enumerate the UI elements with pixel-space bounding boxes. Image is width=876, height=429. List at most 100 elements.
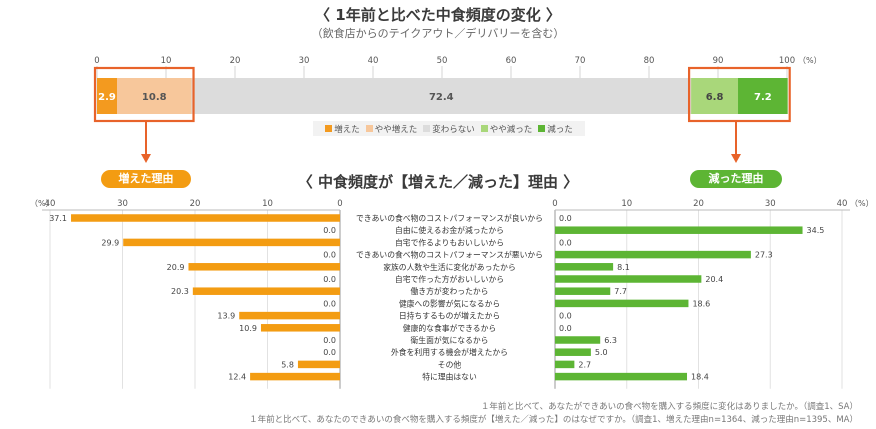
legend-item: やや増えた <box>365 123 418 135</box>
stacked-bar-segment <box>117 78 192 114</box>
increased-value-label: 20.3 <box>171 287 189 296</box>
footnote-2: １年前と比べて、あなたのできあいの食べ物を購入する頻度が【増えた／減った】のはな… <box>249 415 858 425</box>
x-tick-label: 20 <box>230 56 241 66</box>
stacked-bar-segment <box>191 78 692 114</box>
increased-bar <box>297 360 340 369</box>
stacked-bar-segment <box>738 78 788 114</box>
increased-bar <box>239 311 340 320</box>
left-tick-label: 40 <box>45 199 56 209</box>
right-unit-label: （%） <box>850 199 874 208</box>
footnotes: １年前と比べて、あなたができあいの食べ物を購入する頻度に変化はありましたか。（調… <box>249 401 858 427</box>
increased-value-label: 13.9 <box>217 312 235 321</box>
category-label: できあいの食べ物のコストパフォーマンスが悪いから <box>356 250 543 260</box>
decreased-value-label: 6.3 <box>604 336 617 345</box>
legend-swatch <box>423 125 431 132</box>
decreased-bar <box>555 287 611 295</box>
decreased-reason-pill: 減った理由 <box>690 170 782 188</box>
left-tick-label: 20 <box>190 199 201 209</box>
increased-bar <box>188 263 340 271</box>
increased-value-label: 5.8 <box>281 360 294 369</box>
legend-label: やや減った <box>489 124 533 135</box>
decreased-value-label: 27.3 <box>755 251 773 260</box>
increased-bar <box>260 324 340 332</box>
legend-label: 変わらない <box>432 124 475 135</box>
increased-value-label: 10.9 <box>239 324 257 333</box>
stacked-bar-segment <box>97 78 118 114</box>
category-label: 外食を利用する機会が増えたから <box>391 347 508 357</box>
right-tick-label: 0 <box>552 199 557 209</box>
category-label: その他 <box>438 359 462 369</box>
increase-highlight-box <box>93 66 195 123</box>
decreased-value-label: 0.0 <box>559 312 572 321</box>
legend-label: 減った <box>547 124 573 135</box>
decreased-bar <box>555 226 803 234</box>
decreased-bar <box>555 275 702 283</box>
decreased-value-label: 8.1 <box>617 263 630 272</box>
decreased-bar <box>555 336 601 344</box>
x-tick-label: 90 <box>713 56 724 66</box>
decreased-value-label: 0.0 <box>559 324 572 333</box>
legend-item: 減った <box>538 123 573 135</box>
footnote-1: １年前と比べて、あなたができあいの食べ物を購入する頻度に変化はありましたか。（調… <box>480 402 858 412</box>
right-tick-label: 20 <box>693 199 704 209</box>
segment-value-label: 10.8 <box>142 92 167 103</box>
category-label: 日持ちするものが増えたから <box>399 311 500 321</box>
decreased-value-label: 5.0 <box>595 348 608 357</box>
increased-value-label: 20.9 <box>167 263 185 272</box>
increased-value-label: 12.4 <box>228 373 246 382</box>
increased-bar <box>250 372 340 381</box>
increased-value-label: 0.0 <box>323 299 336 308</box>
x-tick-label: 80 <box>644 56 655 66</box>
increased-value-label: 0.0 <box>323 275 336 284</box>
decreased-value-label: 20.4 <box>705 275 723 284</box>
category-label: 衛生面が気になるから <box>411 335 489 345</box>
decreased-value-label: 18.4 <box>691 373 709 382</box>
x-tick-label: 40 <box>368 56 379 66</box>
category-label: できあいの食べ物のコストパフォーマンスが良いから <box>356 213 543 223</box>
legend-swatch <box>538 125 546 132</box>
segment-value-label: 2.9 <box>98 92 116 103</box>
stacked-bar-segment <box>691 78 739 114</box>
increased-value-label: 0.0 <box>323 348 336 357</box>
increased-bar <box>192 287 340 295</box>
segment-value-label: 72.4 <box>429 92 454 103</box>
x-tick-label: 100 <box>779 56 795 66</box>
legend-item: 変わらない <box>423 123 475 135</box>
decrease-highlight-box <box>687 66 791 123</box>
category-label: 特に理由はない <box>422 372 477 382</box>
decreased-bar <box>555 299 689 308</box>
x-tick-label: 10 <box>161 56 172 66</box>
right-tick-label: 40 <box>837 199 848 209</box>
category-label: 働き方が変わったから <box>411 286 489 296</box>
increased-bar <box>123 238 340 247</box>
left-tick-label: 10 <box>262 199 273 209</box>
chart-subtitle: （飲食店からのテイクアウト／デリバリーを含む） <box>311 27 565 40</box>
x-tick-label: 60 <box>506 56 517 66</box>
legend-label: 増えた <box>334 124 360 135</box>
segment-value-label: 6.8 <box>706 92 724 103</box>
legend-swatch <box>325 125 333 132</box>
legend-swatch <box>365 125 373 132</box>
chart-title: 〈 1年前と比べた中食頻度の変化 〉 <box>315 6 561 24</box>
category-label: 健康的な食事ができるから <box>403 323 496 333</box>
left-tick-label: 0 <box>337 199 342 209</box>
category-label: 自宅で作った方がおいしいから <box>395 274 504 284</box>
decrease-arrow-head <box>731 154 741 163</box>
category-label: 健康への影響が気になるから <box>399 298 500 308</box>
legend-label: やや増えた <box>374 124 418 135</box>
x-tick-label: 0 <box>94 56 99 66</box>
x-tick-label: 50 <box>437 56 448 66</box>
decreased-bar <box>555 360 575 369</box>
increased-value-label: 29.9 <box>101 238 119 247</box>
increased-value-label: 0.0 <box>323 226 336 235</box>
decreased-bar <box>555 263 614 271</box>
decreased-bar <box>555 250 751 259</box>
x-tick-label: 30 <box>299 56 310 66</box>
decreased-bar <box>555 348 591 356</box>
decreased-value-label: 0.0 <box>559 238 572 247</box>
legend-item: やや減った <box>480 123 533 135</box>
left-unit-label: （%） <box>30 199 54 208</box>
right-tick-label: 30 <box>765 199 776 209</box>
increase-arrow-head <box>141 154 151 163</box>
